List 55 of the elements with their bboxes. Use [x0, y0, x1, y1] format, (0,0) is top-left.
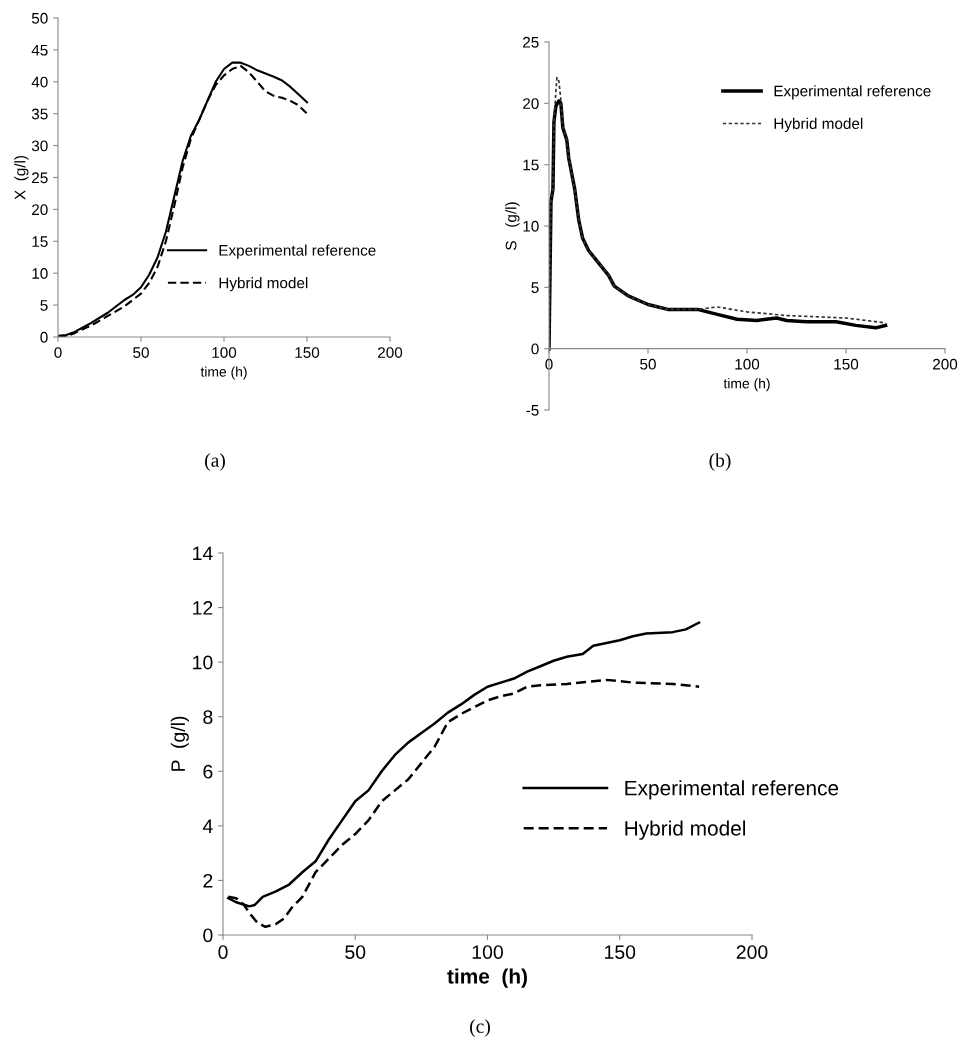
- y-tick-label: 20: [523, 98, 539, 110]
- x-tick-label: 200: [378, 347, 403, 358]
- x-axis-title: time (h): [200, 366, 247, 380]
- y-tick-label: 10: [32, 268, 48, 279]
- y-tick-label: 6: [203, 764, 213, 779]
- y-tick-label: 15: [523, 159, 539, 171]
- x-tick-label: 100: [735, 358, 760, 370]
- x-tick-label: 0: [545, 358, 553, 370]
- legend-label: Experimental reference: [774, 85, 931, 100]
- y-tick-label: 25: [32, 172, 48, 184]
- y-tick-label: 4: [202, 819, 213, 833]
- x-tick-label: 150: [605, 945, 636, 959]
- y-axis-title: X (g/l): [14, 155, 29, 200]
- text: (c): [470, 1019, 490, 1037]
- y-tick-label: 5: [531, 282, 539, 294]
- y-tick-label: 40: [31, 76, 48, 88]
- x-tick-label: 200: [933, 358, 958, 370]
- x-tick-label: 50: [345, 945, 366, 959]
- legend-label: Experimental reference: [625, 780, 839, 800]
- y-tick-label: 25: [523, 36, 539, 48]
- x-tick-label: 150: [834, 358, 859, 370]
- x-tick-label: 200: [736, 945, 768, 959]
- y-tick-label: -5: [526, 405, 539, 416]
- x-tick-label: 0: [218, 945, 228, 959]
- y-tick-label: 0: [40, 331, 48, 343]
- y-tick-label: 50: [31, 12, 48, 24]
- x-tick-label: 50: [640, 358, 656, 370]
- x-tick-label: 0: [54, 347, 62, 358]
- y-tick-label: 30: [31, 140, 48, 152]
- text: (b): [709, 453, 731, 471]
- y-tick-label: 10: [523, 220, 539, 232]
- y-tick-label: 15: [32, 236, 48, 247]
- y-tick-label: 8: [203, 710, 213, 724]
- x-tick-label: 50: [133, 347, 149, 358]
- text: (a): [205, 453, 225, 471]
- y-tick-label: 35: [31, 108, 48, 120]
- y-tick-label: 5: [40, 300, 48, 311]
- legend-label: Hybrid model: [625, 820, 746, 840]
- legend-label: Experimental reference: [219, 244, 376, 259]
- legend-label: Hybrid model: [219, 277, 308, 292]
- y-axis-title: P (g/l): [170, 716, 189, 771]
- y-tick-label: 2: [203, 873, 213, 888]
- x-tick-label: 150: [295, 347, 320, 358]
- x-axis-title: time (h): [447, 968, 527, 988]
- x-tick-label: 100: [472, 945, 503, 959]
- y-tick-label: 45: [31, 44, 48, 56]
- y-tick-label: 10: [193, 655, 213, 670]
- y-tick-label: 20: [32, 204, 48, 216]
- legend-label: Hybrid model: [774, 117, 863, 133]
- y-axis-title: S (g/l): [505, 202, 520, 250]
- y-tick-label: 12: [193, 601, 213, 615]
- y-tick-label: 0: [203, 928, 213, 943]
- x-tick-label: 100: [212, 347, 237, 358]
- x-axis-title: time (h): [723, 378, 770, 392]
- y-tick-label: 14: [193, 546, 213, 561]
